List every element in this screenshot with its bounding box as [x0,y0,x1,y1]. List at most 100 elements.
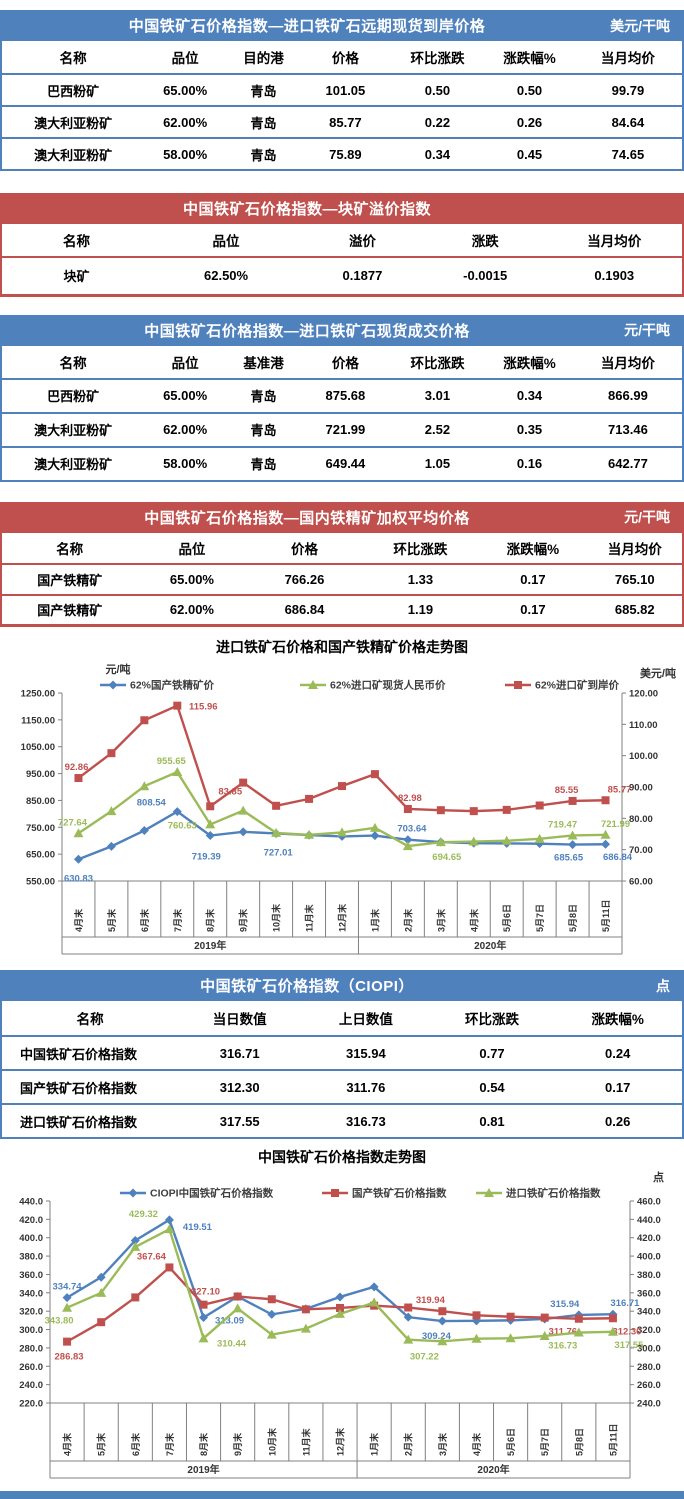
table-cell: 0.26 [485,105,574,138]
category-tick-label: 11月末 [304,903,315,932]
data-point-marker [238,805,249,815]
category-tick-label: 7月末 [172,908,183,932]
table-cell: 0.26 [553,1103,683,1138]
data-point-marker [300,1323,311,1333]
year-group-label: 2020年 [477,1463,509,1476]
right-axis-tick-label: 360.0 [637,1288,661,1299]
data-point-marker [437,1316,447,1326]
data-point-marker [130,1241,141,1251]
table-cell: 青岛 [226,377,302,413]
left-axis-tick-label: 1150.00 [21,715,55,726]
table-title: 中国铁矿石价格指数（CIOPI） [200,978,414,995]
data-point-label: 83.85 [218,786,242,797]
data-point-label: 310.44 [217,1338,247,1349]
data-point-marker [534,833,545,843]
table-cell: 0.24 [553,1035,683,1070]
category-tick-label: 1月末 [369,1432,380,1456]
legend-item: 62%国产铁精矿价 [100,679,215,692]
table-import-forward-cfr-price: 中国铁矿石价格指数—进口铁矿石远期现货到岸价格 美元/干吨 名称 品位 目的港 价格环… [0,10,684,171]
row-name-cell: 块矿 [1,256,152,295]
table-cell: 765.10 [587,562,683,595]
data-point-marker [173,701,182,710]
data-point-marker [267,1295,276,1304]
data-point-label: 85.55 [555,785,579,796]
category-tick-label: 4月末 [468,908,479,932]
column-header-row: 名称 当日数值 上日数值 环比涨跌 涨跌幅% [1,1001,683,1036]
table-ciopi-index: 中国铁矿石价格指数（CIOPI） 点 名称 当日数值 上日数值 环比涨跌 涨跌幅% 中国铁… [0,970,684,1139]
category-tick-label: 10月末 [271,903,282,932]
row-name-cell: 国产铁矿石价格指数 [1,1069,179,1104]
left-axis-tick-label: 950.00 [26,769,55,780]
data-point-label: 319.94 [416,1295,446,1306]
column-header: 当日数值 [178,1001,302,1036]
table-cell: 62.00% [137,593,247,626]
row-name-cell: 国产铁精矿 [1,593,138,626]
left-axis-tick-label: 750.00 [26,823,55,834]
legend-label: CIOPI中国铁矿石价格指数 [150,1187,274,1200]
category-tick-label: 3月末 [435,908,446,932]
data-point-marker [601,839,611,849]
data-table: 名称 品位 价格 环比涨跌 涨跌幅% 当月均价 国产铁精矿 65.00% 766.26 1.33 0… [0,532,684,627]
column-header: 价格 [301,345,390,379]
right-axis-tick-label: 460.0 [637,1197,661,1208]
left-axis-tick-label: 300.0 [19,1325,43,1336]
left-axis-tick-label: 400.0 [19,1233,43,1244]
data-point-label: 115.96 [189,702,218,713]
table-cell: 685.82 [587,593,683,626]
column-header: 当月均价 [546,224,683,257]
category-tick-label: 2月末 [403,1432,414,1456]
table-header-bar: 中国铁矿石价格指数—进口铁矿石远期现货到岸价格 美元/干吨 [0,10,684,41]
data-point-label: 85.77 [608,784,632,795]
table-cell: 62.00% [144,105,227,138]
data-point-marker [506,1312,515,1321]
data-point-label: 327.10 [191,1287,220,1298]
table-cell: 317.55 [178,1103,302,1138]
data-point-marker [301,1305,310,1314]
column-header: 涨跌幅% [485,41,574,74]
data-point-marker [267,1309,277,1319]
data-point-marker [370,770,379,779]
data-point-marker [336,1303,344,1312]
iron-ore-price-report: 中国铁矿石价格指数—进口铁矿石远期现货到岸价格 美元/干吨 名称 品位 目的港 价格环… [0,10,684,1499]
data-point-marker [164,1215,174,1225]
data-table: 名称 当日数值 上日数值 环比涨跌 涨跌幅% 中国铁矿石价格指数 316.71 315.94 0… [0,1001,684,1139]
x-axis-labels: 4月末 5月末 6月末 7月末 8月末 9月末 10月末 11月末 12月末 1月末 2月末 3月末 4… [49,1403,631,1478]
data-point-marker [568,796,577,805]
data-point-marker [62,1293,72,1303]
data-point-label: 82.98 [398,793,422,804]
data-point-marker [232,1303,243,1313]
data-point-marker [369,1282,379,1292]
data-point-marker [73,828,84,838]
table-cell: 62.00% [144,411,227,447]
table-cell: 101.05 [301,73,390,106]
data-point-marker [63,1337,72,1346]
table-cell: 65.00% [144,73,227,106]
row-name-cell: 澳大利亚粉矿 [1,411,145,447]
data-point-marker [404,1303,413,1312]
data-point-marker [573,1327,584,1337]
data-point-marker [205,831,215,841]
table-title: 中国铁矿石价格指数—国内铁精矿加权平均价格 [144,509,470,527]
data-point-marker [435,837,446,847]
column-header: 品位 [151,224,302,257]
data-point-marker [568,840,578,850]
category-tick-label: 5月11日 [608,1423,618,1456]
data-point-marker [131,1293,140,1302]
row-name-cell: 中国铁矿石价格指数 [1,1035,179,1070]
left-axis-tick-label: 260.0 [19,1362,43,1373]
data-point-marker [96,1272,106,1282]
category-tick-label: 5月8日 [568,904,578,932]
column-header: 目的港 [226,41,302,74]
table-row: 澳大利亚粉矿 58.00% 青岛 649.44 1.05 0.16 642.77 [1,445,683,481]
table-cell: 0.35 [485,411,574,447]
table-cell: 青岛 [226,411,302,447]
table-cell: 875.68 [301,377,390,413]
right-axis-tick-label: 70.00 [629,845,653,856]
column-header-row: 名称 品位 基准港 价格 环比涨跌 涨跌幅% 当月均价 [1,345,683,379]
right-axis-tick-label: 300.0 [637,1343,661,1354]
legend-item: 62%进口矿现货人民币价 [300,679,446,692]
category-tick-label: 12月末 [337,903,348,932]
table-row: 澳大利亚粉矿 58.00% 青岛 75.89 0.34 0.45 74.65 [1,137,683,170]
legend-label: 国产铁矿石价格指数 [352,1187,447,1200]
